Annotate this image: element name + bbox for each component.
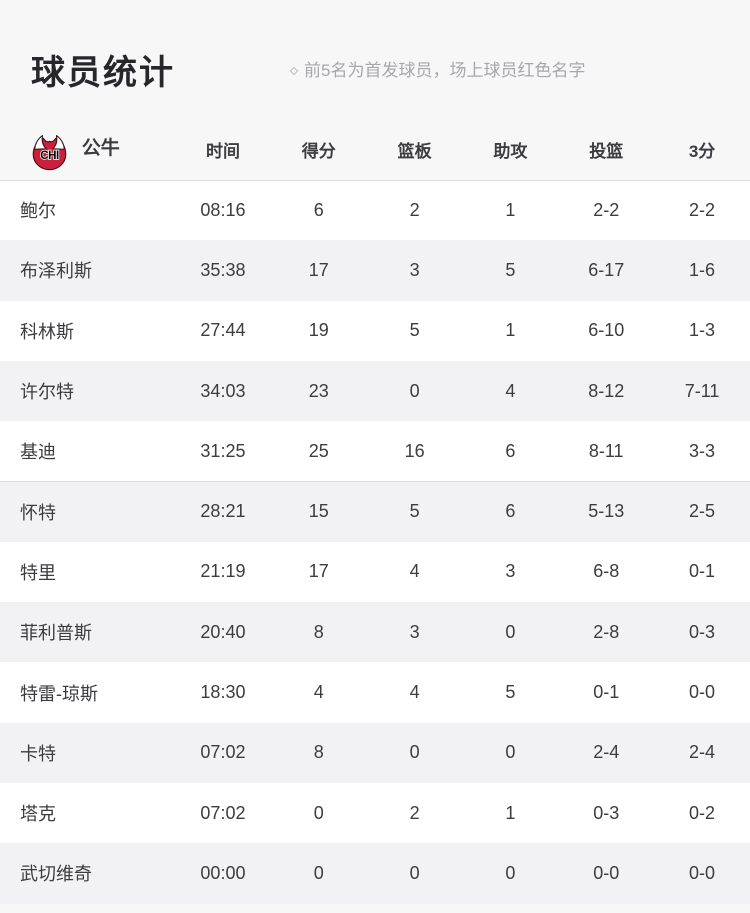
svg-text:CHI: CHI [40, 149, 59, 162]
